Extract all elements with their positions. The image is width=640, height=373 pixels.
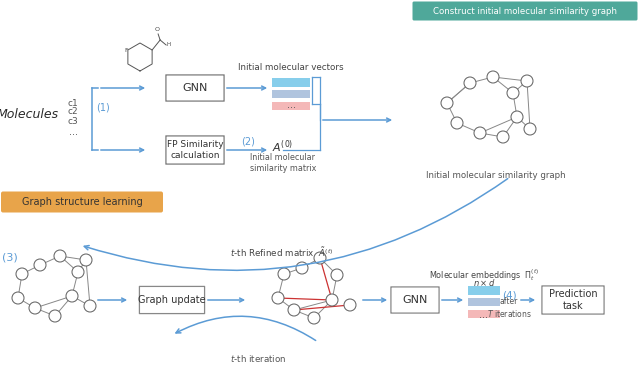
- Circle shape: [34, 259, 46, 271]
- Text: ...: ...: [68, 127, 77, 137]
- Circle shape: [331, 269, 343, 281]
- Text: Construct initial molecular similarity graph: Construct initial molecular similarity g…: [433, 6, 617, 16]
- Circle shape: [29, 302, 41, 314]
- FancyArrowPatch shape: [323, 118, 390, 122]
- Circle shape: [451, 117, 463, 129]
- Circle shape: [521, 75, 533, 87]
- Bar: [272, 102, 310, 110]
- Circle shape: [296, 262, 308, 274]
- Text: Graph structure learning: Graph structure learning: [22, 197, 142, 207]
- Text: after
$T$ iterations: after $T$ iterations: [486, 297, 531, 319]
- FancyBboxPatch shape: [166, 136, 224, 164]
- Text: FP Similarity
calculation: FP Similarity calculation: [166, 140, 223, 160]
- Text: O: O: [155, 27, 159, 32]
- Text: Initial molecular vectors: Initial molecular vectors: [238, 63, 344, 72]
- Text: Molecules: Molecules: [0, 109, 59, 122]
- FancyArrowPatch shape: [227, 148, 266, 152]
- FancyBboxPatch shape: [140, 286, 205, 314]
- FancyArrowPatch shape: [521, 298, 534, 302]
- Circle shape: [441, 97, 453, 109]
- Bar: [272, 90, 310, 98]
- FancyArrowPatch shape: [100, 148, 143, 152]
- Circle shape: [80, 254, 92, 266]
- Circle shape: [288, 304, 300, 316]
- Text: c3: c3: [68, 116, 78, 125]
- Circle shape: [308, 312, 320, 324]
- Text: c1: c1: [68, 98, 78, 107]
- FancyArrowPatch shape: [442, 298, 461, 302]
- Text: (2): (2): [241, 137, 255, 147]
- FancyArrowPatch shape: [227, 86, 266, 90]
- Text: Graph update: Graph update: [138, 295, 206, 305]
- Bar: [468, 310, 500, 318]
- Circle shape: [272, 292, 284, 304]
- Circle shape: [84, 300, 96, 312]
- FancyArrowPatch shape: [208, 298, 243, 302]
- Text: (3): (3): [2, 253, 18, 263]
- Circle shape: [464, 77, 476, 89]
- Circle shape: [12, 292, 24, 304]
- FancyBboxPatch shape: [166, 75, 224, 101]
- Circle shape: [16, 268, 28, 280]
- Text: Prediction
task: Prediction task: [548, 289, 597, 311]
- Circle shape: [344, 299, 356, 311]
- FancyArrowPatch shape: [363, 298, 385, 302]
- FancyArrowPatch shape: [100, 86, 143, 90]
- Circle shape: [314, 252, 326, 264]
- Text: GNN: GNN: [403, 295, 428, 305]
- Text: ...: ...: [479, 310, 488, 320]
- Circle shape: [474, 127, 486, 139]
- Circle shape: [66, 290, 78, 302]
- FancyBboxPatch shape: [413, 1, 637, 21]
- Circle shape: [72, 266, 84, 278]
- Text: $n\times d$: $n\times d$: [472, 276, 495, 288]
- Text: $t$-th Refined matrix  $\tilde{A}^{(t)}$: $t$-th Refined matrix $\tilde{A}^{(t)}$: [230, 245, 333, 259]
- FancyBboxPatch shape: [542, 286, 604, 314]
- Text: Initial molecular similarity graph: Initial molecular similarity graph: [426, 170, 566, 179]
- Bar: [468, 286, 500, 295]
- Text: $A^{(0)}$: $A^{(0)}$: [273, 139, 294, 155]
- Text: $t$-th iteration: $t$-th iteration: [230, 352, 286, 364]
- Circle shape: [497, 131, 509, 143]
- Circle shape: [511, 111, 523, 123]
- FancyBboxPatch shape: [391, 287, 439, 313]
- FancyArrowPatch shape: [176, 316, 316, 341]
- FancyArrowPatch shape: [84, 179, 508, 270]
- FancyArrowPatch shape: [98, 298, 125, 302]
- Bar: [468, 298, 500, 306]
- Circle shape: [278, 268, 290, 280]
- Text: GNN: GNN: [182, 83, 208, 93]
- Text: F: F: [124, 48, 128, 53]
- Circle shape: [487, 71, 499, 83]
- Text: ...: ...: [287, 100, 296, 110]
- Circle shape: [507, 87, 519, 99]
- Text: (4): (4): [502, 291, 516, 301]
- Circle shape: [524, 123, 536, 135]
- Text: H: H: [166, 42, 170, 47]
- FancyBboxPatch shape: [1, 191, 163, 213]
- Bar: [272, 78, 310, 87]
- Circle shape: [326, 294, 338, 306]
- Text: Molecular embeddings  $\Pi_t^{(t)}$: Molecular embeddings $\Pi_t^{(t)}$: [429, 267, 539, 283]
- Text: c2: c2: [68, 107, 78, 116]
- Circle shape: [49, 310, 61, 322]
- Text: (1): (1): [96, 102, 110, 112]
- Text: Initial molecular
similarity matrix: Initial molecular similarity matrix: [250, 153, 316, 173]
- Circle shape: [54, 250, 66, 262]
